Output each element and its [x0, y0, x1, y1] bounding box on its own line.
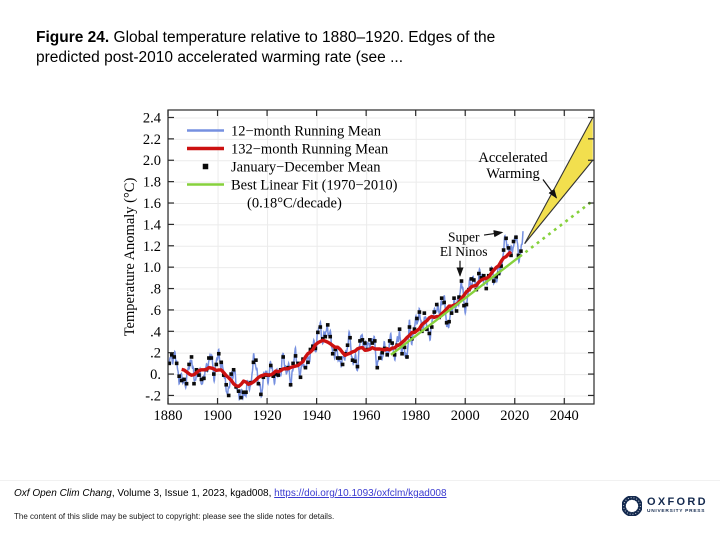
svg-text:1980: 1980 [401, 408, 430, 424]
series-12month-running-mean [168, 231, 524, 401]
svg-text:2.4: 2.4 [143, 110, 162, 126]
svg-text:1920: 1920 [253, 408, 282, 424]
logo-press-text: UNIVERSITY PRESS [647, 509, 706, 514]
oxford-university-press-logo: OXFORD UNIVERSITY PRESS [622, 496, 708, 516]
svg-text:(0.18°C/decade): (0.18°C/decade) [247, 196, 342, 212]
svg-text:132−month Running Mean: 132−month Running Mean [231, 142, 389, 158]
svg-text:El Ninos: El Ninos [440, 244, 488, 259]
svg-text:.8: .8 [150, 282, 161, 298]
svg-text:0.: 0. [150, 367, 161, 383]
legend: 12−month Running Mean 132−month Running M… [187, 124, 398, 212]
annotation-super-el-ninos: Super [448, 230, 480, 245]
copyright-note: The content of this slide may be subject… [14, 512, 335, 521]
svg-text:1900: 1900 [203, 408, 232, 424]
journal-name: Oxf Open Clim Chang [14, 488, 112, 499]
svg-text:1.2: 1.2 [143, 239, 161, 255]
oup-circle-icon [622, 496, 642, 516]
svg-text:1.4: 1.4 [143, 217, 162, 233]
figure-caption-text: Global temperature relative to 1880–1920… [36, 29, 496, 66]
annotation-accelerated-warming: Accelerated [478, 150, 548, 166]
svg-text:1.0: 1.0 [143, 260, 161, 276]
citation: Oxf Open Clim Chang, Volume 3, Issue 1, … [14, 488, 447, 499]
svg-text:2.0: 2.0 [143, 153, 161, 169]
svg-text:2040: 2040 [550, 408, 579, 424]
figure-caption: Figure 24. Global temperature relative t… [36, 28, 541, 68]
svg-text:-.2: -.2 [145, 388, 161, 404]
svg-text:12−month Running Mean: 12−month Running Mean [231, 124, 382, 140]
svg-text:1880: 1880 [154, 408, 183, 424]
series-132month-running-mean [181, 250, 513, 389]
figure-caption-number: Figure 24. [36, 29, 110, 46]
doi-link[interactable]: https://doi.org/10.1093/oxfclm/kgad008 [274, 488, 447, 499]
svg-text:2020: 2020 [500, 408, 529, 424]
svg-text:1940: 1940 [302, 408, 331, 424]
svg-text:Warming: Warming [486, 166, 540, 182]
svg-text:.6: .6 [150, 303, 161, 319]
svg-text:January−December Mean: January−December Mean [231, 160, 381, 176]
series-linear-fit-dotted [518, 199, 594, 258]
y-axis-label: Temperature Anomaly (°C) [122, 178, 138, 337]
svg-text:.2: .2 [150, 346, 161, 362]
svg-text:2000: 2000 [451, 408, 480, 424]
svg-text:Best Linear Fit (1970−2010): Best Linear Fit (1970−2010) [231, 178, 398, 194]
svg-text:.4: .4 [150, 324, 162, 340]
axes [167, 109, 595, 405]
logo-oxford-text: OXFORD [647, 496, 708, 508]
footer-divider [0, 480, 720, 481]
svg-text:2.2: 2.2 [143, 132, 161, 148]
svg-text:1960: 1960 [352, 408, 381, 424]
svg-text:1.8: 1.8 [143, 175, 161, 191]
citation-text: , Volume 3, Issue 1, 2023, kgad008, [111, 488, 275, 499]
series-linear-fit-solid [390, 255, 521, 356]
svg-text:1.6: 1.6 [143, 196, 161, 212]
tick-labels: 1880 1900 1920 1940 1960 1980 2000 2020 2040 -.2 0… [143, 110, 579, 424]
